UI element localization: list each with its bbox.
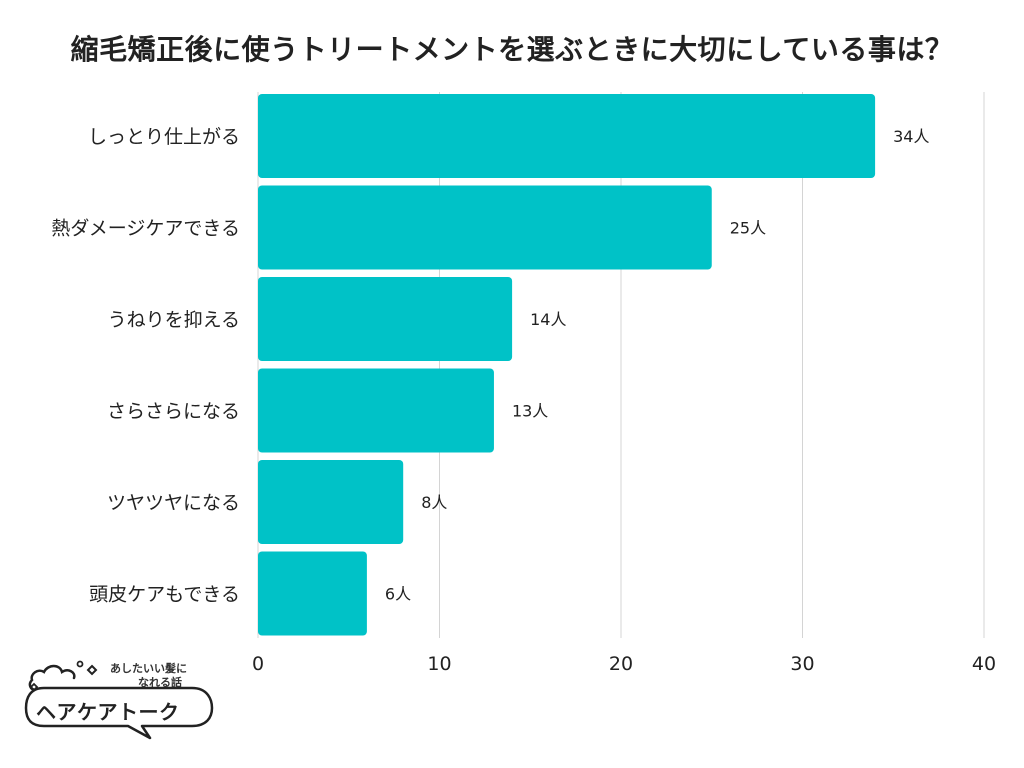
logo-name: ヘアケアトーク — [36, 700, 180, 724]
logo-tagline-line2: なれる話 — [138, 676, 182, 689]
bar — [258, 185, 712, 270]
bar — [258, 368, 494, 453]
category-labels: しっとり仕上がる熱ダメージケアできるうねりを抑えるさらさらになるツヤツヤになる頭… — [51, 126, 240, 606]
category-label: しっとり仕上がる — [88, 126, 240, 148]
value-labels: 34人 25人 14人 13人 8人 6人 — [385, 127, 930, 604]
x-axis-ticks: 0 10 20 30 40 — [252, 653, 996, 675]
x-tick-label: 30 — [790, 653, 814, 675]
bar — [258, 551, 367, 636]
logo-tagline: あしたいい髪に なれる話 — [110, 662, 187, 690]
category-label: うねりを抑える — [108, 309, 240, 331]
chart-title: 縮毛矯正後に使うトリートメントを選ぶときに大切にしている事は？ — [70, 33, 954, 66]
category-label: さらさらになる — [107, 401, 240, 423]
bar — [258, 94, 876, 178]
category-label: 頭皮ケアもできる — [89, 584, 240, 606]
data-label: 8人 — [421, 493, 447, 512]
data-label: 14人 — [530, 310, 566, 329]
category-label: ツヤツヤになる — [107, 492, 240, 514]
data-label: 6人 — [385, 585, 411, 604]
hair-care-talk-logo: あしたいい髪に なれる話 ヘアケアトーク — [22, 660, 222, 744]
category-label: 熱ダメージケアできる — [51, 218, 240, 240]
bar — [258, 460, 404, 544]
grid-lines — [257, 92, 985, 638]
x-tick-label: 20 — [609, 653, 633, 675]
logo-tagline-line1: あしたいい髪に — [110, 662, 187, 675]
data-label: 13人 — [512, 402, 548, 421]
x-tick-label: 10 — [427, 653, 451, 675]
x-tick-label: 40 — [972, 653, 996, 675]
bar — [258, 277, 513, 361]
bars — [258, 94, 876, 636]
speech-bubble-icon — [24, 660, 214, 740]
data-label: 25人 — [730, 219, 766, 238]
data-label: 34人 — [893, 127, 929, 146]
x-tick-label: 0 — [252, 653, 264, 675]
